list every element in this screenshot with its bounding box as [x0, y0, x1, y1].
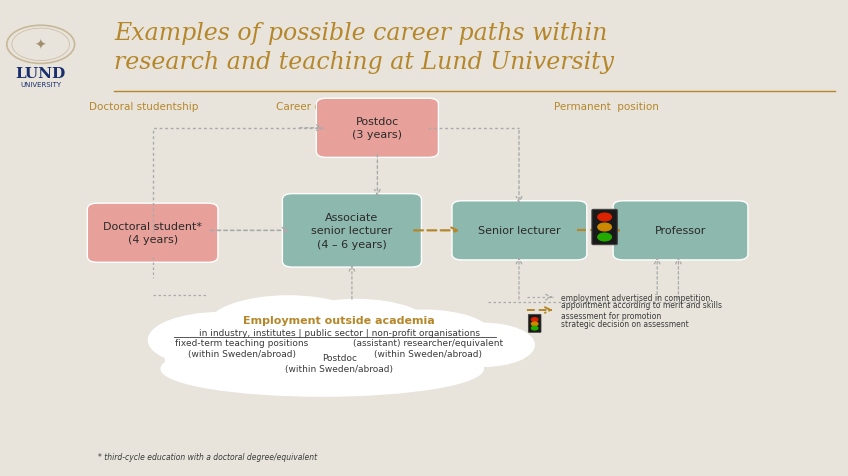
Text: Professor: Professor — [655, 226, 706, 236]
Text: (assistant) researcher/equivalent
(within Sweden/abroad): (assistant) researcher/equivalent (withi… — [353, 338, 504, 358]
Text: UNIVERSITY: UNIVERSITY — [20, 82, 61, 88]
Circle shape — [532, 318, 538, 322]
Text: strategic decision on assessment: strategic decision on assessment — [561, 320, 689, 328]
Circle shape — [532, 327, 538, 330]
Text: Senior lecturer: Senior lecturer — [478, 226, 561, 236]
FancyBboxPatch shape — [282, 194, 421, 268]
Text: Postdoc
(within Sweden/abroad): Postdoc (within Sweden/abroad) — [285, 354, 393, 374]
Text: Examples of possible career paths within: Examples of possible career paths within — [114, 22, 608, 45]
Ellipse shape — [148, 313, 293, 368]
Text: ✦: ✦ — [35, 38, 47, 52]
FancyBboxPatch shape — [613, 201, 748, 260]
FancyBboxPatch shape — [316, 99, 438, 158]
Text: * third-cycle education with a doctoral degree/equivalent: * third-cycle education with a doctoral … — [98, 453, 316, 461]
Circle shape — [532, 322, 538, 326]
Text: LUND: LUND — [15, 67, 66, 81]
FancyBboxPatch shape — [592, 210, 617, 245]
FancyBboxPatch shape — [528, 315, 541, 333]
FancyBboxPatch shape — [452, 201, 587, 260]
Circle shape — [598, 214, 611, 221]
Text: Doctoral studentship: Doctoral studentship — [90, 102, 198, 112]
Text: in industry, institutes | public sector | non-profit organisations: in industry, institutes | public sector … — [198, 329, 480, 337]
Ellipse shape — [356, 311, 492, 361]
Ellipse shape — [365, 339, 483, 385]
Text: Employment outside academia: Employment outside academia — [243, 315, 435, 325]
Text: fixed-term teaching positions
(within Sweden/abroad): fixed-term teaching positions (within Sw… — [175, 338, 309, 358]
Text: Postdoc
(3 years): Postdoc (3 years) — [353, 117, 402, 140]
Ellipse shape — [165, 337, 267, 382]
Circle shape — [598, 224, 611, 231]
Text: Career development position: Career development position — [276, 102, 428, 112]
Text: appointment according to merit and skills
assessment for promotion: appointment according to merit and skill… — [561, 300, 722, 320]
Ellipse shape — [432, 324, 534, 367]
Text: employment advertised in competition,: employment advertised in competition, — [561, 293, 713, 302]
Ellipse shape — [208, 296, 369, 356]
Ellipse shape — [161, 342, 483, 396]
FancyBboxPatch shape — [87, 204, 218, 263]
Text: Permanent  position: Permanent position — [554, 102, 659, 112]
Text: Doctoral student*
(4 years): Doctoral student* (4 years) — [103, 222, 202, 245]
Circle shape — [598, 234, 611, 241]
Text: Associate
senior lecturer
(4 – 6 years): Associate senior lecturer (4 – 6 years) — [311, 213, 393, 249]
Ellipse shape — [280, 300, 432, 357]
Text: research and teaching at Lund University: research and teaching at Lund University — [114, 51, 615, 74]
